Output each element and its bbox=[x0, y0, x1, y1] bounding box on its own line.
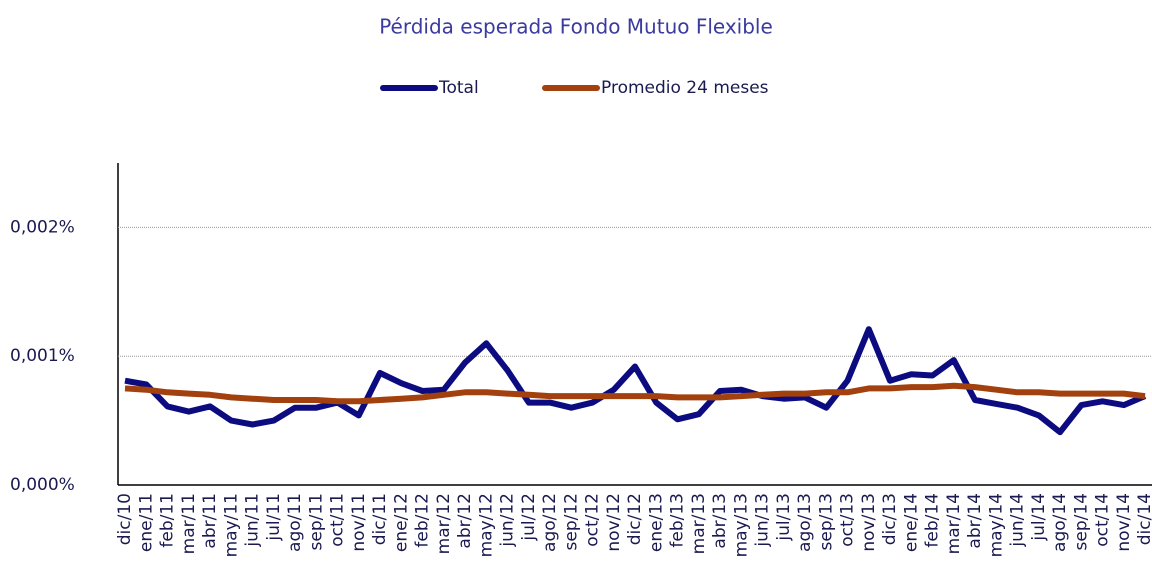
x-tick-label: jun/14 bbox=[1008, 493, 1028, 548]
x-tick-label: jul/12 bbox=[519, 493, 539, 542]
x-tick-label: dic/14 bbox=[1135, 493, 1152, 545]
x-tick-label: nov/14 bbox=[1114, 493, 1134, 552]
x-tick-label: may/13 bbox=[731, 493, 751, 557]
x-tick-label: sep/11 bbox=[306, 493, 326, 550]
x-tick-label: jul/13 bbox=[774, 493, 794, 542]
x-tick-label: nov/13 bbox=[859, 493, 879, 552]
y-tick-label: 0,001% bbox=[10, 346, 75, 366]
x-tick-label: feb/11 bbox=[158, 493, 178, 548]
x-tick-label: may/12 bbox=[476, 493, 496, 557]
legend-label: Total bbox=[438, 78, 479, 98]
x-tick-label: jul/11 bbox=[264, 493, 284, 542]
series-line bbox=[124, 382, 1146, 405]
x-tick-label: dic/12 bbox=[625, 493, 645, 545]
x-tick-label: feb/12 bbox=[413, 493, 433, 548]
x-tick-label: mar/12 bbox=[434, 493, 454, 554]
x-tick-label: feb/14 bbox=[923, 493, 943, 548]
x-tick-label: ago/11 bbox=[285, 493, 305, 552]
y-tick-label: 0,002% bbox=[10, 217, 75, 237]
x-tick-label: mar/14 bbox=[944, 493, 964, 554]
x-tick-label: abr/12 bbox=[455, 493, 475, 549]
x-tick-label: sep/12 bbox=[561, 493, 581, 550]
x-tick-label: may/11 bbox=[221, 493, 241, 557]
x-tick-label: mar/11 bbox=[179, 493, 199, 554]
chart-title: Pérdida esperada Fondo Mutuo Flexible bbox=[379, 15, 773, 39]
x-tick-label: oct/12 bbox=[583, 493, 603, 547]
x-tick-label: sep/13 bbox=[816, 493, 836, 550]
x-tick-label: abr/14 bbox=[965, 493, 985, 549]
x-tick-label: dic/11 bbox=[370, 493, 390, 545]
x-tick-label: ene/14 bbox=[901, 493, 921, 552]
x-tick-label: jun/11 bbox=[243, 493, 263, 548]
x-tick-label: nov/11 bbox=[349, 493, 369, 552]
x-tick-label: ene/13 bbox=[646, 493, 666, 552]
x-tick-label: oct/11 bbox=[328, 493, 348, 547]
x-tick-label: jun/13 bbox=[753, 493, 773, 548]
x-tick-label: oct/13 bbox=[838, 493, 858, 547]
y-tick-label: 0,000% bbox=[10, 475, 75, 495]
series-line bbox=[124, 326, 1147, 436]
x-tick-label: feb/13 bbox=[668, 493, 688, 548]
x-tick-label: ene/11 bbox=[136, 493, 156, 552]
x-tick-label: nov/12 bbox=[604, 493, 624, 552]
x-tick-label: abr/13 bbox=[710, 493, 730, 549]
x-tick-label: ago/12 bbox=[540, 493, 560, 552]
x-tick-label: ene/12 bbox=[391, 493, 411, 552]
x-tick-label: sep/14 bbox=[1071, 493, 1091, 550]
x-tick-label: mar/13 bbox=[689, 493, 709, 554]
x-tick-label: jul/14 bbox=[1029, 493, 1049, 542]
x-tick-label: abr/11 bbox=[200, 493, 220, 549]
x-tick-label: ago/13 bbox=[795, 493, 815, 552]
x-tick-label: jun/12 bbox=[498, 493, 518, 548]
legend-label: Promedio 24 meses bbox=[601, 78, 769, 98]
x-tick-label: may/14 bbox=[986, 493, 1006, 557]
x-tick-label: ago/14 bbox=[1050, 493, 1070, 552]
x-tick-label: oct/14 bbox=[1093, 493, 1113, 547]
x-tick-label: dic/13 bbox=[880, 493, 900, 545]
x-tick-label: dic/10 bbox=[115, 493, 135, 545]
